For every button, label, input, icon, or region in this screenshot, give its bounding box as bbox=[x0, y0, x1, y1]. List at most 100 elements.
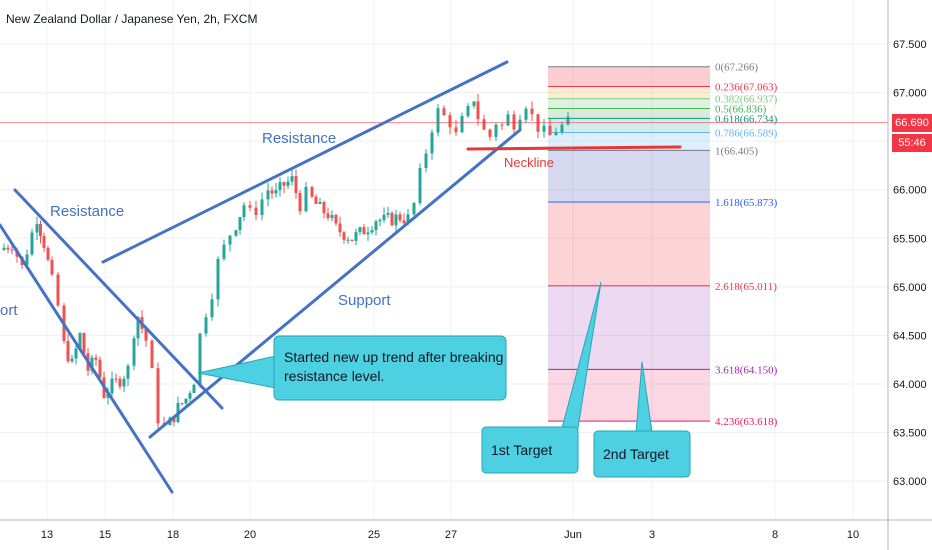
candle-body bbox=[366, 232, 370, 235]
candle-body bbox=[430, 132, 434, 154]
candle-body bbox=[254, 207, 258, 216]
price-tick-label: 67.500 bbox=[893, 39, 927, 51]
candle-body bbox=[560, 124, 564, 133]
candle-body bbox=[282, 182, 286, 186]
neckline-label: Neckline bbox=[504, 155, 554, 170]
resistance-label-left: Resistance bbox=[50, 203, 124, 220]
candle-body bbox=[386, 212, 390, 215]
price-tick-label: 63.000 bbox=[893, 476, 927, 488]
fib-band bbox=[548, 285, 710, 370]
candle-body bbox=[216, 258, 220, 300]
candle-body bbox=[304, 186, 308, 212]
target2-box bbox=[593, 430, 691, 478]
candle-body bbox=[56, 274, 60, 306]
candle-body bbox=[488, 129, 492, 137]
candle-body bbox=[180, 403, 184, 405]
candle-body bbox=[530, 108, 534, 115]
fib-band bbox=[548, 108, 710, 119]
candle-body bbox=[25, 254, 29, 265]
candle-body bbox=[542, 125, 546, 132]
candle-body bbox=[238, 217, 242, 231]
candle-body bbox=[354, 232, 358, 241]
fib-level-label: 0(67.266) bbox=[715, 62, 758, 74]
fib-band bbox=[548, 86, 710, 99]
candle-body bbox=[374, 221, 378, 231]
price-tick-label: 65.000 bbox=[893, 282, 927, 294]
candle-body bbox=[290, 176, 294, 182]
chart-title: New Zealand Dollar / Japanese Yen, 2h, F… bbox=[6, 12, 258, 26]
candle-body bbox=[554, 132, 558, 136]
price-axis[interactable]: 67.50067.00066.50066.00065.50065.00064.5… bbox=[887, 0, 927, 550]
candle-body bbox=[172, 417, 176, 423]
candle-body bbox=[132, 338, 136, 366]
down-channel-resistance-line bbox=[13, 188, 224, 410]
candle-body bbox=[98, 359, 102, 378]
current-price-badge: 66.690 bbox=[892, 113, 932, 132]
time-tick-label: 10 bbox=[847, 529, 859, 541]
candle-body bbox=[222, 244, 226, 259]
candle-body bbox=[110, 378, 114, 394]
candle-body bbox=[136, 316, 140, 339]
fib-level-label: 3.618(64.150) bbox=[715, 364, 778, 376]
candle-body bbox=[524, 108, 528, 120]
candle-body bbox=[346, 239, 350, 241]
grid bbox=[0, 0, 888, 520]
up-channel-support-line bbox=[148, 128, 522, 439]
candle-body bbox=[30, 232, 34, 255]
candle-body bbox=[210, 299, 214, 318]
candle-body bbox=[460, 116, 464, 133]
candle-body bbox=[298, 193, 302, 212]
time-tick-label: 25 bbox=[368, 529, 380, 541]
candle-body bbox=[442, 108, 446, 116]
candle-body bbox=[114, 378, 118, 380]
candle-body bbox=[294, 176, 298, 194]
candle-body bbox=[126, 365, 130, 379]
fib-band bbox=[548, 66, 710, 87]
candle-body bbox=[82, 333, 86, 354]
price-tick-label: 64.000 bbox=[893, 379, 927, 391]
candle-body bbox=[378, 219, 382, 222]
fib-band bbox=[548, 150, 710, 203]
time-axis[interactable]: 13 15 18 20 25 27 Jun 3 8 10 bbox=[0, 519, 932, 541]
candle-body bbox=[42, 235, 46, 248]
candle-body bbox=[476, 101, 480, 120]
candle-body bbox=[150, 340, 154, 369]
candle-body bbox=[406, 214, 410, 224]
time-tick-label: 27 bbox=[445, 529, 457, 541]
candle-body bbox=[118, 378, 122, 387]
candle-body bbox=[260, 199, 264, 216]
candle-body bbox=[448, 115, 452, 128]
price-tick-label: 67.000 bbox=[893, 88, 927, 100]
time-tick-label: 3 bbox=[649, 529, 655, 541]
candle-body bbox=[242, 205, 246, 218]
candle-body bbox=[234, 230, 238, 236]
candle-body bbox=[2, 247, 6, 250]
time-tick-label: Jun bbox=[564, 529, 582, 541]
candle-body bbox=[122, 378, 126, 387]
trendlines[interactable] bbox=[0, 60, 888, 494]
candle-body bbox=[274, 190, 278, 194]
candle-body bbox=[548, 125, 552, 136]
candle-body bbox=[394, 214, 398, 226]
candle-body bbox=[518, 119, 522, 130]
candle-body bbox=[90, 357, 94, 371]
time-tick-label: 15 bbox=[99, 529, 111, 541]
candle-body bbox=[466, 105, 470, 117]
fib-level-label: 1(66.405) bbox=[715, 145, 758, 157]
fib-level-label: 1.618(65.873) bbox=[715, 197, 778, 209]
annotations: Resistance Resistance Support ort Neckline St… bbox=[0, 130, 691, 478]
price-tick-label: 63.500 bbox=[893, 428, 927, 440]
fib-level-label: 0.786(66.589) bbox=[715, 127, 778, 139]
candle-body bbox=[506, 114, 510, 126]
candle-body bbox=[192, 384, 196, 394]
candle-body bbox=[184, 398, 188, 404]
candle-body bbox=[358, 227, 362, 233]
candle-body bbox=[74, 348, 78, 359]
candle-body bbox=[266, 190, 270, 200]
up-channel-resistance-line bbox=[101, 60, 509, 264]
time-tick-label: 20 bbox=[244, 529, 256, 541]
candle-body bbox=[70, 358, 74, 362]
fibonacci-retracement[interactable]: 0(67.266) 0.236(67.063)0.382(66.937)0.5(6… bbox=[548, 62, 778, 428]
target1-label: 1st Target bbox=[491, 442, 552, 458]
